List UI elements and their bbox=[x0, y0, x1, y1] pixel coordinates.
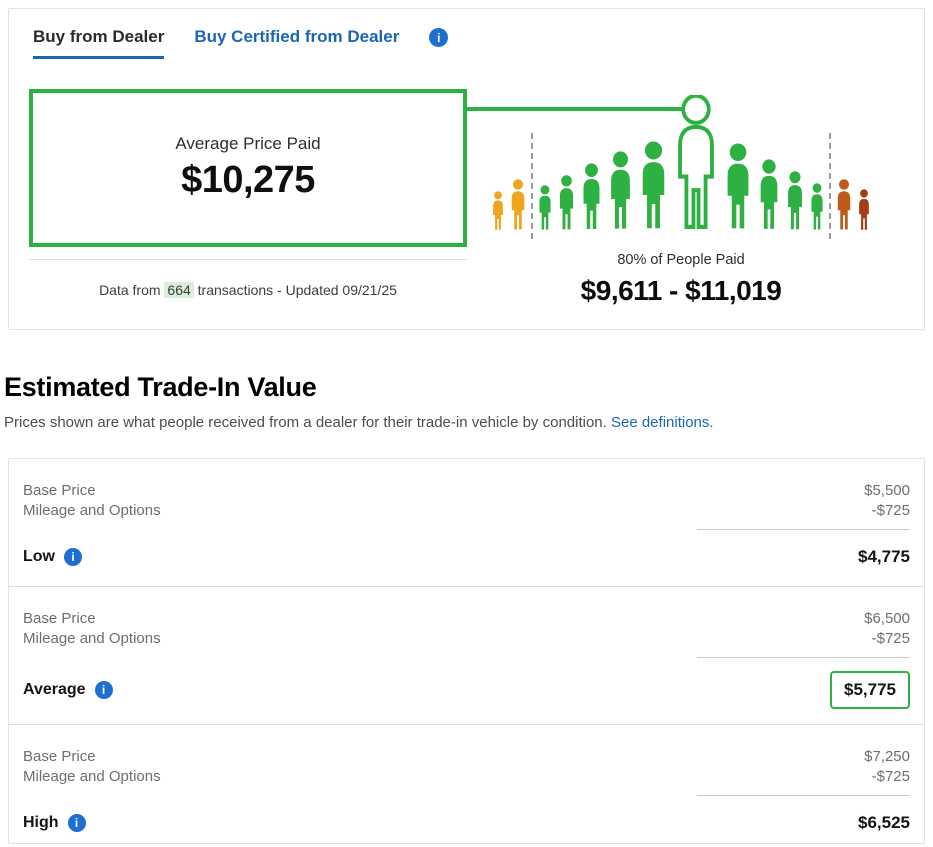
person-icon bbox=[785, 171, 805, 231]
person-icon bbox=[580, 163, 603, 231]
mileage-options-label: Mileage and Options bbox=[23, 768, 161, 785]
low-value: $4,775 bbox=[858, 547, 910, 566]
see-definitions-link[interactable]: See definitions. bbox=[610, 414, 714, 431]
high-info-icon[interactable]: i bbox=[67, 814, 86, 832]
person-icon bbox=[557, 175, 576, 231]
transactions-count: 664 bbox=[164, 282, 194, 298]
person-icon bbox=[857, 189, 871, 231]
base-price-label: Base Price bbox=[23, 482, 96, 499]
range-label: 80% of People Paid bbox=[617, 252, 745, 268]
high-value: $6,525 bbox=[858, 813, 910, 832]
person-icon bbox=[537, 185, 553, 231]
range-value: $9,611 - $11,019 bbox=[580, 275, 782, 306]
transactions-note: Data from 664 transactions - Updated 09/… bbox=[29, 259, 467, 298]
range-boundary-divider bbox=[829, 133, 831, 239]
table-row: Base Price $6,500 bbox=[23, 609, 910, 629]
person-icon bbox=[809, 183, 825, 231]
low-label-text: Low bbox=[23, 548, 55, 565]
person-icon bbox=[757, 159, 781, 231]
crowd bbox=[491, 95, 873, 239]
certified-info-icon[interactable]: i bbox=[429, 28, 449, 47]
trade-in-card: Base Price $5,500 Mileage and Options -$… bbox=[8, 458, 925, 844]
person-icon bbox=[638, 141, 669, 231]
dealer-tabs: Buy from Dealer Buy Certified from Deale… bbox=[33, 27, 449, 59]
high-label: High i bbox=[23, 814, 86, 832]
transactions-note-suffix: transactions - Updated 09/21/25 bbox=[193, 282, 397, 298]
person-icon bbox=[835, 179, 853, 231]
table-row: Base Price $7,250 bbox=[23, 747, 910, 767]
base-price-label: Base Price bbox=[23, 610, 96, 627]
price-meter-card: Buy from Dealer Buy Certified from Deale… bbox=[8, 8, 925, 330]
base-price-value: $5,500 bbox=[864, 482, 910, 499]
sum-line bbox=[697, 657, 910, 658]
total-row-average: Average i $5,775 bbox=[23, 671, 910, 709]
low-label: Low i bbox=[23, 548, 82, 566]
base-price-value: $7,250 bbox=[864, 748, 910, 765]
table-row: Mileage and Options -$725 bbox=[23, 767, 910, 787]
average-label-text: Average bbox=[23, 681, 86, 698]
person-icon bbox=[723, 143, 753, 231]
average-info-icon[interactable]: i bbox=[94, 681, 113, 699]
average-value-badge: $5,775 bbox=[830, 671, 910, 709]
mileage-options-value: -$725 bbox=[871, 502, 910, 519]
meter-connector-line bbox=[467, 107, 682, 111]
tab-buy-from-dealer[interactable]: Buy from Dealer bbox=[33, 27, 165, 59]
trade-in-subtitle-text: Prices shown are what people received fr… bbox=[4, 414, 611, 431]
average-label: Average i bbox=[23, 681, 113, 699]
mileage-options-value: -$725 bbox=[871, 630, 910, 647]
table-row: Base Price $5,500 bbox=[23, 481, 910, 501]
total-row-low: Low i $4,775 bbox=[23, 543, 910, 571]
person-icon bbox=[491, 191, 505, 231]
mileage-options-label: Mileage and Options bbox=[23, 502, 161, 519]
highlighted-person-icon bbox=[673, 95, 719, 231]
average-price-box: Average Price Paid $10,275 bbox=[29, 89, 467, 247]
section-divider bbox=[9, 724, 924, 725]
table-row: Mileage and Options -$725 bbox=[23, 501, 910, 521]
section-divider bbox=[9, 586, 924, 587]
tab-buy-certified-from-dealer[interactable]: Buy Certified from Dealer bbox=[194, 27, 400, 46]
person-icon bbox=[509, 179, 527, 231]
base-price-value: $6,500 bbox=[864, 610, 910, 627]
person-icon bbox=[607, 151, 634, 231]
trade-in-subtitle: Prices shown are what people received fr… bbox=[4, 414, 714, 431]
total-row-high: High i $6,525 bbox=[23, 809, 910, 837]
mileage-options-label: Mileage and Options bbox=[23, 630, 161, 647]
base-price-label: Base Price bbox=[23, 748, 96, 765]
trade-in-title: Estimated Trade-In Value bbox=[4, 372, 317, 402]
low-info-icon[interactable]: i bbox=[64, 548, 82, 566]
transactions-note-prefix: Data from bbox=[99, 282, 165, 298]
sum-line bbox=[697, 795, 910, 796]
average-price-label: Average Price Paid bbox=[175, 134, 321, 153]
average-price-value: $10,275 bbox=[181, 159, 315, 201]
table-row: Mileage and Options -$725 bbox=[23, 629, 910, 649]
range-boundary-divider bbox=[531, 133, 533, 239]
high-label-text: High bbox=[23, 814, 59, 831]
mileage-options-value: -$725 bbox=[871, 768, 910, 785]
sum-line bbox=[697, 529, 910, 530]
